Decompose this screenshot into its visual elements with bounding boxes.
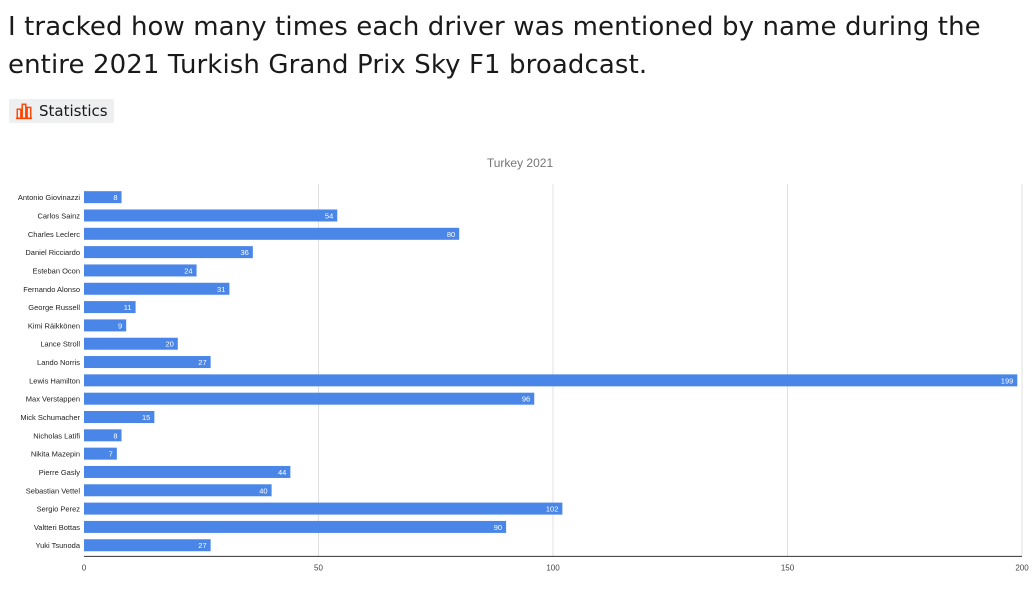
category-label: Sergio Perez <box>37 505 81 514</box>
bar-value-label: 7 <box>109 450 113 459</box>
bar[interactable] <box>84 392 535 405</box>
category-label: Lewis Hamilton <box>29 376 80 385</box>
category-label: Lando Norris <box>37 358 80 367</box>
x-tick-label: 50 <box>314 563 323 572</box>
category-label: Daniel Ricciardo <box>25 248 80 257</box>
category-label: Yuki Tsunoda <box>36 541 81 550</box>
bar[interactable] <box>84 337 178 350</box>
category-label: Valtteri Bottas <box>34 523 80 532</box>
bar-value-label: 199 <box>1001 376 1014 385</box>
category-label: Lance Stroll <box>40 340 80 349</box>
flair-badge[interactable]: Statistics <box>9 99 114 123</box>
bar-value-label: 31 <box>217 285 225 294</box>
category-label: Kimi Räikkönen <box>28 321 80 330</box>
bar-chart: Turkey 2021 8 54 80 36 24 31 119 20 27 199 96 15 8 7 4… <box>18 156 1029 572</box>
x-tick-label: 100 <box>546 563 560 572</box>
bar-value-label: 8 <box>113 193 117 202</box>
x-tick-label: 150 <box>781 563 795 572</box>
bars: 8 54 80 36 24 31 119 20 27 199 96 15 8 7 44 40 102 90 27 <box>84 191 1018 552</box>
bar[interactable] <box>84 429 122 442</box>
bar[interactable] <box>84 227 460 240</box>
bar[interactable] <box>84 282 230 295</box>
x-tick-label: 0 <box>82 563 87 572</box>
bar-value-label: 90 <box>494 523 502 532</box>
x-axis-ticks: 0 50 100 150 200 <box>82 563 1029 572</box>
bar-value-label: 15 <box>142 413 150 422</box>
x-tick-label: 200 <box>1015 563 1029 572</box>
grid <box>84 184 1023 557</box>
chart-title: Turkey 2021 <box>487 156 554 170</box>
category-label: Mick Schumacher <box>20 413 80 422</box>
bar[interactable] <box>84 502 563 515</box>
bar-value-label: 40 <box>259 486 267 495</box>
bar-value-label: 44 <box>278 468 286 477</box>
bar[interactable] <box>84 301 136 314</box>
bar-value-label: 20 <box>165 340 173 349</box>
bar[interactable] <box>84 447 117 460</box>
bar[interactable] <box>84 484 272 497</box>
bar-value-label: 8 <box>113 431 117 440</box>
category-label: George Russell <box>28 303 80 312</box>
bar-value-label: 27 <box>198 541 206 550</box>
category-label: Fernando Alonso <box>23 285 80 294</box>
bar[interactable] <box>84 246 253 259</box>
category-label: Charles Leclerc <box>28 230 80 239</box>
category-label: Pierre Gasly <box>39 468 81 477</box>
category-label: Max Verstappen <box>26 395 80 404</box>
bar-value-label: 27 <box>198 358 206 367</box>
category-label: Sebastian Vettel <box>26 486 81 495</box>
category-label: Nicholas Latifi <box>33 431 80 440</box>
bar-value-label: 102 <box>546 505 559 514</box>
bar[interactable] <box>84 374 1018 387</box>
bar[interactable] <box>84 520 507 533</box>
bar-value-label: 96 <box>522 395 530 404</box>
category-label: Esteban Ocon <box>32 266 80 275</box>
bar[interactable] <box>84 539 211 552</box>
bar-value-label: 80 <box>447 230 455 239</box>
bar[interactable] <box>84 264 197 277</box>
bar-value-label: 36 <box>240 248 248 257</box>
category-label: Carlos Sainz <box>37 211 80 220</box>
bar[interactable] <box>84 191 122 204</box>
bar[interactable] <box>84 356 211 369</box>
flair-label: Statistics <box>39 102 108 120</box>
bar-value-label: 24 <box>184 266 192 275</box>
post-title[interactable]: I tracked how many times each driver was… <box>8 12 981 80</box>
category-label: Nikita Mazepin <box>31 450 80 459</box>
bar-chart-icon <box>15 103 33 120</box>
bar[interactable] <box>84 209 338 222</box>
bar-value-label: 9 <box>118 321 122 330</box>
bar-value-label: 54 <box>325 211 333 220</box>
bar[interactable] <box>84 411 155 423</box>
category-labels: Antonio Giovinazzi Carlos Sainz Charles Le… <box>18 193 81 550</box>
category-label: Antonio Giovinazzi <box>18 193 80 202</box>
bar[interactable] <box>84 319 127 332</box>
bar-value-label: 11 <box>124 303 132 312</box>
bar[interactable] <box>84 465 291 478</box>
